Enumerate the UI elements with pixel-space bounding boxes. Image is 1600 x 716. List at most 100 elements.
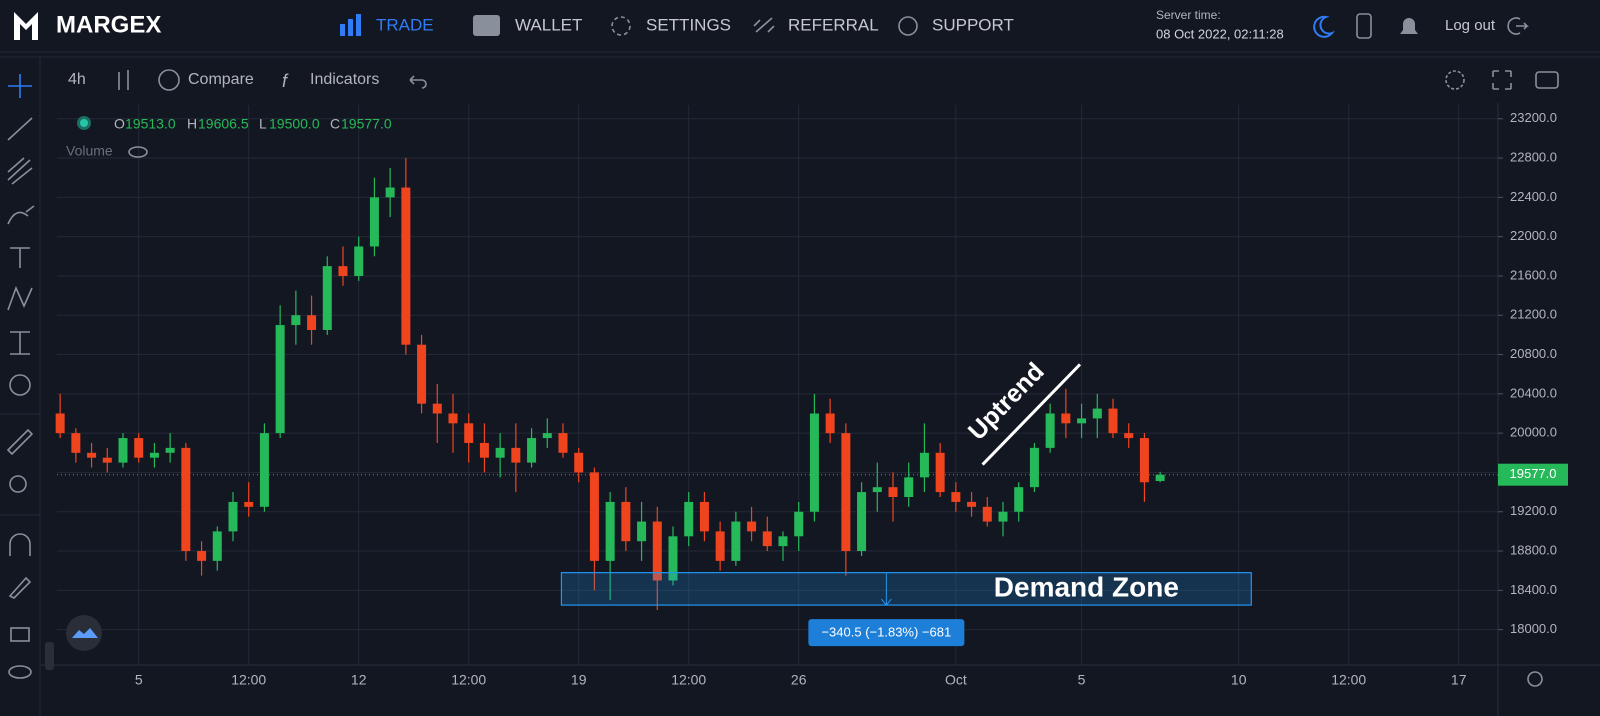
candle-body (134, 438, 144, 458)
top-bar (0, 0, 1600, 52)
legend-open: 19513.0 (125, 116, 176, 132)
visibility-tool[interactable] (8, 665, 32, 679)
legend-l-label: L (259, 116, 267, 132)
logout[interactable]: Log out (1445, 17, 1496, 34)
wallet-icon (473, 15, 500, 36)
candle-body (464, 423, 474, 443)
candle-body (652, 521, 662, 581)
candle-body (715, 531, 725, 561)
candle-body (432, 403, 442, 414)
candle-body (259, 433, 269, 507)
candle-body (291, 315, 301, 326)
nav-item[interactable]: SETTINGS (646, 15, 731, 34)
device-icon[interactable] (1356, 13, 1372, 39)
candle-body (307, 315, 317, 330)
undo-icon[interactable] (409, 75, 427, 89)
brush-tool[interactable] (7, 205, 35, 225)
candle-body (637, 521, 647, 542)
hide-icon[interactable] (128, 146, 148, 158)
fib-tool[interactable] (7, 157, 33, 185)
legend-dot (80, 119, 88, 127)
measure-label: −340.5 (−1.83%) −681 (821, 625, 951, 640)
candle-body (951, 492, 961, 502)
candle-body (794, 511, 804, 537)
x-tick-label: 12:00 (1331, 672, 1366, 688)
candle-body (1014, 487, 1024, 512)
nav-item[interactable]: TRADE (376, 15, 434, 34)
line-tool[interactable] (7, 117, 33, 141)
candle-body (1092, 408, 1102, 419)
axis-settings-icon[interactable] (1527, 671, 1543, 687)
candle-body (967, 501, 977, 507)
y-tick-label: 18000.0 (1510, 621, 1557, 636)
nav-item[interactable]: REFERRAL (788, 15, 879, 34)
y-tick-label: 18800.0 (1510, 542, 1557, 557)
theme-icon[interactable] (1313, 15, 1335, 38)
candle-body (1124, 433, 1134, 439)
magnet-tool[interactable] (9, 533, 31, 556)
logo-icon (14, 12, 38, 40)
candle-body (1029, 447, 1039, 488)
candle-body (511, 447, 521, 463)
screenshot-icon[interactable] (1535, 71, 1559, 89)
measure-tool[interactable] (10, 331, 30, 355)
candle-body (181, 447, 191, 552)
candle-body (102, 457, 112, 463)
candle-body (149, 452, 159, 458)
tv-logo-mark (72, 628, 98, 638)
zoom-tool[interactable] (9, 475, 27, 493)
nav-item[interactable]: WALLET (515, 15, 582, 34)
indicators-icon: f (282, 71, 289, 91)
tv-logo (66, 615, 102, 651)
candle-body (354, 246, 364, 276)
legend-high: 19606.5 (198, 116, 249, 132)
compare[interactable]: Compare (188, 71, 254, 88)
x-tick-label: Oct (945, 672, 967, 688)
candle-body (762, 531, 772, 547)
candle-body (118, 438, 128, 463)
candle-body (1139, 438, 1149, 483)
candle-body (699, 501, 709, 532)
x-tick-label: 12 (351, 672, 367, 688)
candle-body (165, 447, 175, 453)
candle-body (228, 501, 238, 532)
legend-h-label: H (187, 116, 197, 132)
candle-type-icon[interactable] (118, 70, 129, 90)
candle-body (244, 501, 254, 507)
x-tick-label: 17 (1451, 672, 1467, 688)
indicators[interactable]: Indicators (310, 71, 379, 88)
nav-trade-icon (340, 14, 361, 36)
y-tick-label: 18400.0 (1510, 582, 1557, 597)
lock-tool[interactable] (10, 627, 30, 642)
candle-body (731, 521, 741, 561)
y-tick-label: 22800.0 (1510, 149, 1557, 164)
crosshair-tool[interactable] (8, 74, 32, 98)
chart-settings-icon[interactable] (1445, 70, 1465, 90)
candle-body (87, 452, 97, 458)
logout-icon[interactable] (1507, 17, 1529, 35)
bell-icon[interactable] (1400, 18, 1418, 34)
emoji-tool[interactable] (9, 374, 31, 396)
compare-icon[interactable] (158, 69, 180, 91)
lock-draw-tool[interactable] (8, 576, 32, 599)
candle-body (888, 487, 898, 497)
interval[interactable]: 4h (68, 71, 86, 88)
pattern-tool[interactable] (7, 285, 33, 311)
nav-item[interactable]: SUPPORT (932, 15, 1014, 34)
text-tool[interactable] (10, 247, 30, 268)
candle-body (684, 501, 694, 537)
legend-o-label: O (114, 116, 125, 132)
legend-low: 19500.0 (269, 116, 320, 132)
candle-body (275, 325, 285, 434)
zone-label: Demand Zone (994, 571, 1179, 602)
collapse-button[interactable] (45, 642, 54, 670)
candle-body (197, 551, 207, 561)
candle-body (589, 472, 599, 561)
x-tick-label: 12:00 (231, 672, 266, 688)
trend-line (981, 363, 1082, 466)
fullscreen-icon[interactable] (1492, 70, 1512, 90)
ruler-tool[interactable] (6, 428, 34, 456)
server-time-label: Server time: (1156, 8, 1221, 22)
